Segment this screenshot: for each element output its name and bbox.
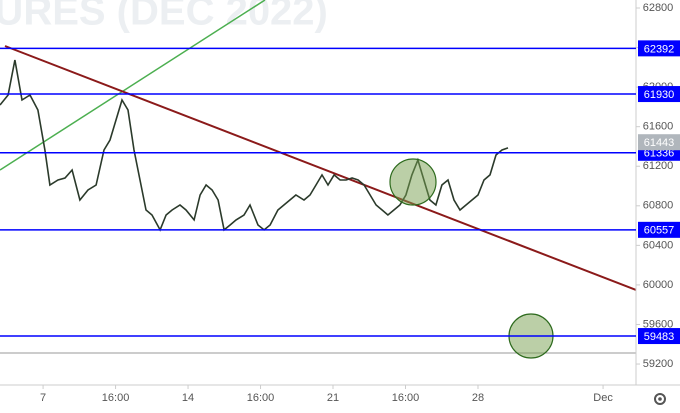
level-label: 62392 bbox=[644, 43, 675, 55]
y-tick-label: 60000 bbox=[643, 279, 674, 291]
highlight-circle bbox=[389, 158, 437, 206]
x-tick-label: 7 bbox=[40, 392, 46, 404]
level-label-box bbox=[638, 328, 680, 345]
y-tick-label: 60400 bbox=[643, 239, 674, 251]
y-tick-label: 61200 bbox=[643, 160, 674, 172]
settings-icon[interactable] bbox=[654, 393, 666, 405]
last-price-label: 61443 bbox=[644, 137, 675, 149]
watermark: TURES (DEC 2022) bbox=[0, 0, 328, 34]
x-tick-label: 21 bbox=[327, 392, 339, 404]
y-tick-label: 62800 bbox=[643, 2, 674, 14]
x-tick-label: 28 bbox=[472, 392, 484, 404]
level-label: 61930 bbox=[644, 89, 675, 101]
x-tick-label: 14 bbox=[182, 392, 194, 404]
x-tick-label: 16:00 bbox=[247, 392, 275, 404]
y-tick-label: 59200 bbox=[643, 358, 674, 370]
last-price-box bbox=[638, 134, 680, 151]
y-tick-label: 59600 bbox=[643, 318, 674, 330]
level-label: 60557 bbox=[644, 225, 675, 237]
level-label-box bbox=[638, 221, 680, 238]
x-tick-label: 16:00 bbox=[102, 392, 130, 404]
level-label-box bbox=[638, 40, 680, 57]
level-label: 59483 bbox=[644, 331, 675, 343]
level-label: 61336 bbox=[644, 148, 675, 160]
trend-line bbox=[4, 45, 637, 291]
y-tick-label: 61600 bbox=[643, 121, 674, 133]
x-tick-label: 16:00 bbox=[392, 392, 420, 404]
x-tick-label: Dec bbox=[593, 392, 613, 404]
level-label-box bbox=[638, 86, 680, 103]
y-tick-label: 60800 bbox=[643, 200, 674, 212]
